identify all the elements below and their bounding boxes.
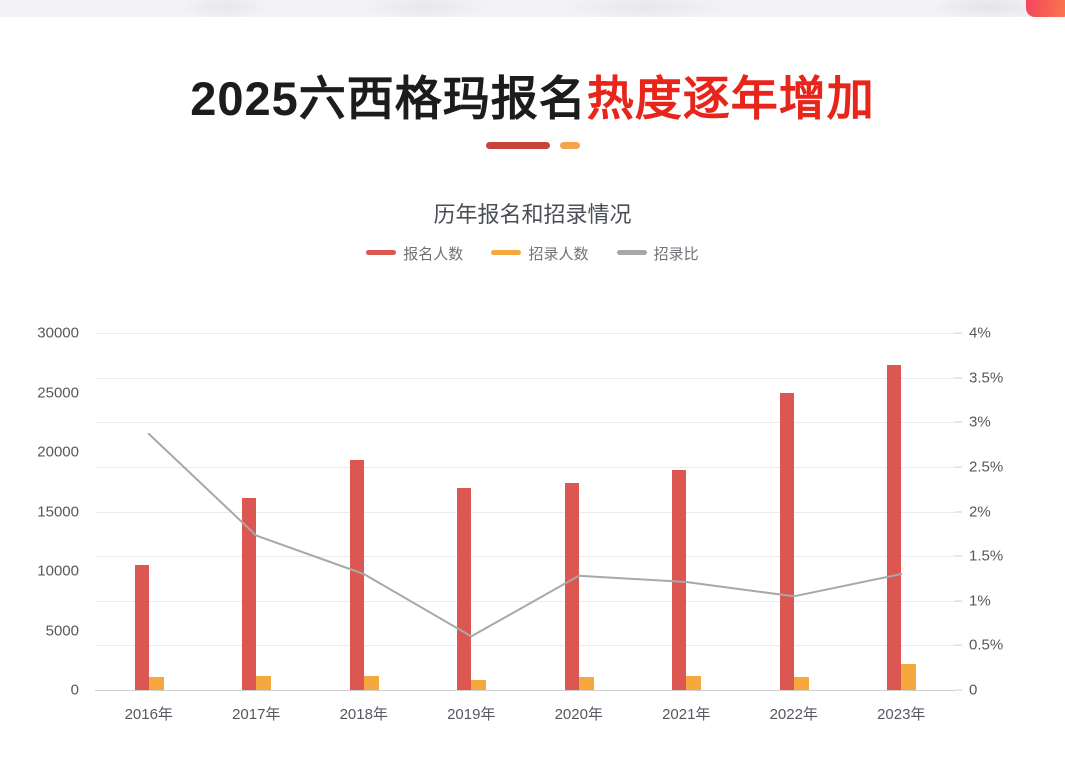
x-axis-label: 2023年: [877, 706, 926, 723]
left-axis-tick-label: 5000: [45, 622, 79, 639]
x-axis-label: 2020年: [554, 706, 603, 723]
right-axis-tick-mark: [955, 555, 962, 557]
right-axis-tick-label: 1%: [969, 592, 991, 610]
right-axis-tick-mark: [955, 421, 962, 423]
legend-marker-ratio: [616, 249, 647, 255]
underline-red-dash: [485, 142, 550, 149]
page-title-red-part: 热度逐年增加: [586, 72, 875, 125]
x-axis-label: 2017年: [232, 706, 281, 723]
bar-applicants-2018年[interactable]: [349, 460, 364, 690]
header-strip: [0, 0, 1065, 17]
plot-area[interactable]: 0 5000 10000 15000 20000 25000 30000 0 0.5% 1% 1.5…: [37, 325, 1003, 724]
right-axis-tick-mark: [955, 644, 962, 646]
bar-applicants-2019年[interactable]: [457, 487, 472, 690]
chart-title: 历年报名和招录情况: [433, 202, 632, 227]
bar-applicants-2016年[interactable]: [134, 565, 149, 690]
bar-admissions-2021年[interactable]: [686, 675, 702, 690]
right-axis-tick-label: 2.5%: [969, 458, 1004, 476]
gridline: [95, 422, 955, 424]
gridline: [95, 466, 955, 468]
right-axis-tick-mark: [955, 332, 962, 334]
header-background-art: [560, 0, 730, 17]
bar-admissions-2019年[interactable]: [471, 680, 487, 690]
x-axis-label: 2019年: [447, 706, 496, 723]
x-axis-label: 2018年: [339, 706, 388, 723]
left-axis-tick-label: 25000: [37, 384, 79, 401]
bar-applicants-2023年[interactable]: [887, 365, 902, 690]
bar-admissions-2020年[interactable]: [578, 676, 594, 690]
underline-orange-dash: [559, 142, 580, 149]
right-axis-tick-mark: [955, 600, 962, 602]
page-title-black-part: 2025六西格玛报名: [190, 72, 587, 125]
bar-applicants-2022年[interactable]: [779, 392, 794, 690]
header-background-art: [930, 0, 1050, 17]
legend-label-applicants: 报名人数: [403, 246, 464, 263]
right-axis-tick-mark: [955, 377, 962, 379]
right-axis-tick-label: 0: [969, 681, 978, 699]
right-axis-tick-mark: [955, 511, 962, 512]
gridline: [95, 333, 955, 334]
bar-admissions-2017年[interactable]: [256, 675, 272, 690]
right-axis-tick-mark: [955, 689, 962, 691]
right-axis-tick-label: 1.5%: [969, 547, 1004, 565]
legend-marker-applicants: [366, 249, 397, 255]
gridline: [95, 511, 955, 513]
bar-applicants-2021年[interactable]: [672, 469, 687, 690]
left-axis-tick-label: 10000: [37, 562, 79, 580]
x-axis-label: 2022年: [769, 706, 818, 723]
header-background-art: [180, 0, 270, 17]
right-axis-tick-label: 3.5%: [969, 369, 1004, 387]
header-background-art: [360, 0, 490, 17]
legend-label-ratio: 招录比: [653, 246, 699, 263]
legend-label-admissions: 招录人数: [528, 246, 589, 263]
legend-marker-admissions: [491, 249, 522, 255]
legend-item-ratio[interactable]: 招录比: [616, 243, 699, 264]
right-axis-tick-mark: [955, 466, 962, 468]
gridline: [95, 377, 955, 379]
corner-ribbon-button[interactable]: [1026, 0, 1065, 17]
bar-admissions-2023年[interactable]: [901, 663, 917, 690]
x-axis-label: 2021年: [662, 706, 711, 723]
chart-legend: 报名人数 招录人数 招录比: [0, 243, 1065, 264]
right-axis-tick-label: 3%: [969, 413, 991, 431]
title-underline-decoration: [0, 142, 1065, 149]
page-title: 2025六西格玛报名热度逐年增加: [0, 60, 1065, 129]
legend-item-applicants[interactable]: 报名人数: [366, 243, 463, 264]
left-axis-tick-label: 15000: [37, 503, 79, 520]
gridline: [95, 645, 955, 647]
left-axis-tick-label: 20000: [37, 443, 79, 461]
legend-item-admissions[interactable]: 招录人数: [491, 243, 589, 264]
right-axis-tick-label: 4%: [969, 324, 991, 342]
bar-admissions-2016年[interactable]: [148, 676, 164, 690]
right-axis-tick-label: 2%: [969, 503, 991, 520]
gridline: [95, 556, 955, 558]
left-axis-tick-label: 30000: [37, 324, 79, 342]
bar-applicants-2017年[interactable]: [242, 498, 257, 690]
left-axis-tick-label: 0: [70, 681, 79, 699]
gridline: [95, 600, 955, 602]
bar-applicants-2020年[interactable]: [564, 482, 579, 690]
bar-admissions-2022年[interactable]: [793, 676, 809, 690]
bar-admissions-2018年[interactable]: [363, 675, 379, 690]
x-axis-label: 2016年: [124, 706, 173, 723]
right-axis-tick-label: 0.5%: [969, 636, 1004, 654]
